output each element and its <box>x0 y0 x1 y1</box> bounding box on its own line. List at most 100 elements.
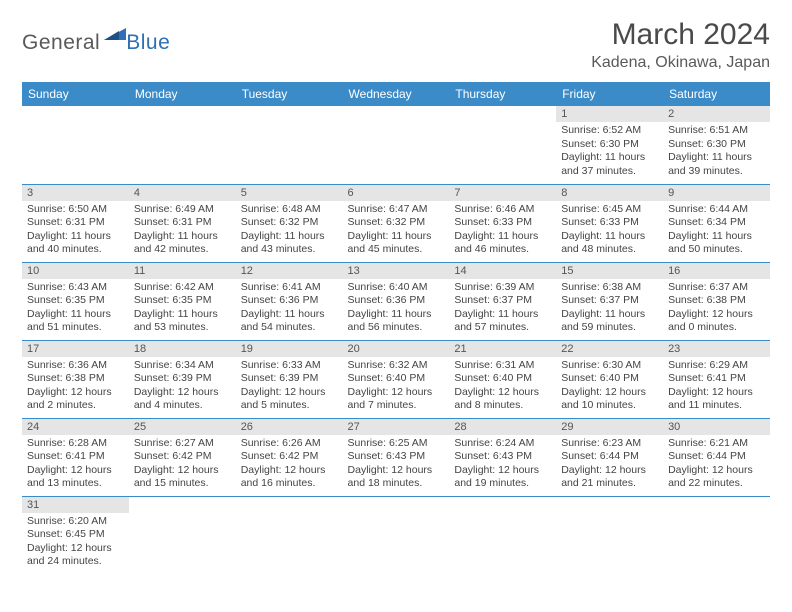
day-number: 3 <box>22 185 129 201</box>
day-data: Sunrise: 6:51 AMSunset: 6:30 PMDaylight:… <box>663 122 770 183</box>
sunset-text: Sunset: 6:40 PM <box>348 372 445 386</box>
day-data: Sunrise: 6:33 AMSunset: 6:39 PMDaylight:… <box>236 357 343 418</box>
sunset-text: Sunset: 6:40 PM <box>454 372 551 386</box>
calendar-cell: 9Sunrise: 6:44 AMSunset: 6:34 PMDaylight… <box>663 184 770 262</box>
sunrise-text: Sunrise: 6:41 AM <box>241 281 338 295</box>
logo-text-blue: Blue <box>126 31 170 55</box>
day-number: 15 <box>556 263 663 279</box>
sunset-text: Sunset: 6:32 PM <box>348 216 445 230</box>
day-number: 12 <box>236 263 343 279</box>
calendar-cell: 5Sunrise: 6:48 AMSunset: 6:32 PMDaylight… <box>236 184 343 262</box>
title-block: March 2024 Kadena, Okinawa, Japan <box>591 18 770 72</box>
day-data: Sunrise: 6:52 AMSunset: 6:30 PMDaylight:… <box>556 122 663 183</box>
day-number: 20 <box>343 341 450 357</box>
daylight-text: Daylight: 11 hours and 57 minutes. <box>454 308 551 335</box>
sunset-text: Sunset: 6:34 PM <box>668 216 765 230</box>
day-number: 6 <box>343 185 450 201</box>
sunset-text: Sunset: 6:45 PM <box>27 528 124 542</box>
day-data: Sunrise: 6:36 AMSunset: 6:38 PMDaylight:… <box>22 357 129 418</box>
daylight-text: Daylight: 12 hours and 21 minutes. <box>561 464 658 491</box>
sunset-text: Sunset: 6:31 PM <box>27 216 124 230</box>
day-data: Sunrise: 6:24 AMSunset: 6:43 PMDaylight:… <box>449 435 556 496</box>
day-number: 13 <box>343 263 450 279</box>
flag-icon <box>104 26 126 45</box>
sunrise-text: Sunrise: 6:30 AM <box>561 359 658 373</box>
sunset-text: Sunset: 6:37 PM <box>454 294 551 308</box>
calendar-cell: 29Sunrise: 6:23 AMSunset: 6:44 PMDayligh… <box>556 418 663 496</box>
day-number: 24 <box>22 419 129 435</box>
daylight-text: Daylight: 12 hours and 16 minutes. <box>241 464 338 491</box>
calendar-cell <box>129 106 236 184</box>
day-number: 10 <box>22 263 129 279</box>
daylight-text: Daylight: 12 hours and 8 minutes. <box>454 386 551 413</box>
sunrise-text: Sunrise: 6:34 AM <box>134 359 231 373</box>
sunrise-text: Sunrise: 6:31 AM <box>454 359 551 373</box>
weekday-header: Thursday <box>449 82 556 106</box>
daylight-text: Daylight: 11 hours and 56 minutes. <box>348 308 445 335</box>
calendar-cell <box>22 106 129 184</box>
day-data: Sunrise: 6:47 AMSunset: 6:32 PMDaylight:… <box>343 201 450 262</box>
sunset-text: Sunset: 6:44 PM <box>561 450 658 464</box>
daylight-text: Daylight: 12 hours and 19 minutes. <box>454 464 551 491</box>
calendar-cell <box>449 106 556 184</box>
sunrise-text: Sunrise: 6:27 AM <box>134 437 231 451</box>
daylight-text: Daylight: 11 hours and 39 minutes. <box>668 151 765 178</box>
sunset-text: Sunset: 6:41 PM <box>668 372 765 386</box>
sunset-text: Sunset: 6:30 PM <box>561 138 658 152</box>
calendar-cell: 28Sunrise: 6:24 AMSunset: 6:43 PMDayligh… <box>449 418 556 496</box>
day-number: 27 <box>343 419 450 435</box>
daylight-text: Daylight: 11 hours and 43 minutes. <box>241 230 338 257</box>
calendar-cell: 6Sunrise: 6:47 AMSunset: 6:32 PMDaylight… <box>343 184 450 262</box>
logo-text-general: General <box>22 31 100 55</box>
day-number: 16 <box>663 263 770 279</box>
calendar-row: 1Sunrise: 6:52 AMSunset: 6:30 PMDaylight… <box>22 106 770 184</box>
sunrise-text: Sunrise: 6:24 AM <box>454 437 551 451</box>
sunset-text: Sunset: 6:43 PM <box>348 450 445 464</box>
day-number: 9 <box>663 185 770 201</box>
day-data: Sunrise: 6:44 AMSunset: 6:34 PMDaylight:… <box>663 201 770 262</box>
daylight-text: Daylight: 11 hours and 59 minutes. <box>561 308 658 335</box>
calendar-row: 24Sunrise: 6:28 AMSunset: 6:41 PMDayligh… <box>22 418 770 496</box>
calendar-cell <box>343 106 450 184</box>
day-data: Sunrise: 6:49 AMSunset: 6:31 PMDaylight:… <box>129 201 236 262</box>
day-number: 23 <box>663 341 770 357</box>
daylight-text: Daylight: 11 hours and 45 minutes. <box>348 230 445 257</box>
day-data: Sunrise: 6:32 AMSunset: 6:40 PMDaylight:… <box>343 357 450 418</box>
sunset-text: Sunset: 6:31 PM <box>134 216 231 230</box>
calendar-cell: 10Sunrise: 6:43 AMSunset: 6:35 PMDayligh… <box>22 262 129 340</box>
calendar-cell: 24Sunrise: 6:28 AMSunset: 6:41 PMDayligh… <box>22 418 129 496</box>
day-data: Sunrise: 6:41 AMSunset: 6:36 PMDaylight:… <box>236 279 343 340</box>
calendar-cell: 1Sunrise: 6:52 AMSunset: 6:30 PMDaylight… <box>556 106 663 184</box>
day-data: Sunrise: 6:23 AMSunset: 6:44 PMDaylight:… <box>556 435 663 496</box>
day-data: Sunrise: 6:48 AMSunset: 6:32 PMDaylight:… <box>236 201 343 262</box>
weekday-header-row: Sunday Monday Tuesday Wednesday Thursday… <box>22 82 770 106</box>
day-data: Sunrise: 6:30 AMSunset: 6:40 PMDaylight:… <box>556 357 663 418</box>
calendar-cell: 15Sunrise: 6:38 AMSunset: 6:37 PMDayligh… <box>556 262 663 340</box>
day-number: 4 <box>129 185 236 201</box>
sunrise-text: Sunrise: 6:43 AM <box>27 281 124 295</box>
sunrise-text: Sunrise: 6:29 AM <box>668 359 765 373</box>
sunset-text: Sunset: 6:35 PM <box>27 294 124 308</box>
page-header: General Blue March 2024 Kadena, Okinawa,… <box>22 18 770 72</box>
calendar-row: 31Sunrise: 6:20 AMSunset: 6:45 PMDayligh… <box>22 496 770 574</box>
sunrise-text: Sunrise: 6:21 AM <box>668 437 765 451</box>
day-data: Sunrise: 6:28 AMSunset: 6:41 PMDaylight:… <box>22 435 129 496</box>
sunrise-text: Sunrise: 6:36 AM <box>27 359 124 373</box>
day-data: Sunrise: 6:50 AMSunset: 6:31 PMDaylight:… <box>22 201 129 262</box>
calendar-row: 17Sunrise: 6:36 AMSunset: 6:38 PMDayligh… <box>22 340 770 418</box>
sunrise-text: Sunrise: 6:44 AM <box>668 203 765 217</box>
sunset-text: Sunset: 6:38 PM <box>27 372 124 386</box>
day-number: 26 <box>236 419 343 435</box>
sunset-text: Sunset: 6:36 PM <box>241 294 338 308</box>
sunset-text: Sunset: 6:40 PM <box>561 372 658 386</box>
day-data: Sunrise: 6:25 AMSunset: 6:43 PMDaylight:… <box>343 435 450 496</box>
calendar-cell: 27Sunrise: 6:25 AMSunset: 6:43 PMDayligh… <box>343 418 450 496</box>
daylight-text: Daylight: 11 hours and 53 minutes. <box>134 308 231 335</box>
sunrise-text: Sunrise: 6:20 AM <box>27 515 124 529</box>
sunrise-text: Sunrise: 6:42 AM <box>134 281 231 295</box>
calendar-cell <box>449 496 556 574</box>
sunrise-text: Sunrise: 6:23 AM <box>561 437 658 451</box>
sunrise-text: Sunrise: 6:32 AM <box>348 359 445 373</box>
calendar-body: 1Sunrise: 6:52 AMSunset: 6:30 PMDaylight… <box>22 106 770 574</box>
sunset-text: Sunset: 6:33 PM <box>454 216 551 230</box>
